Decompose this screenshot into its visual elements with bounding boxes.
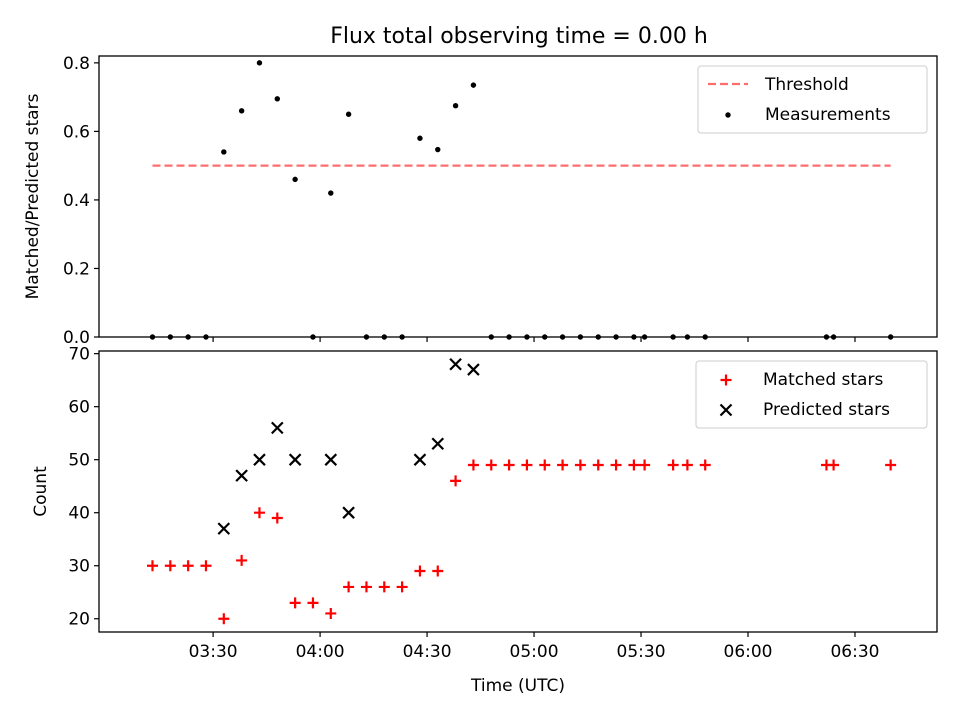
matched-star-point — [485, 459, 497, 471]
bottom-legend: Matched stars Predicted stars — [695, 360, 928, 429]
matched-star-point — [885, 459, 897, 471]
matched-star-point — [182, 560, 194, 572]
measurement-point — [435, 146, 441, 153]
predicted-star-point — [342, 506, 355, 519]
predicted-star-point — [467, 363, 480, 376]
bottom-subplot: 20 30 40 50 60 70 03:30 04:00 04:30 05:00 05:30 06:… — [31, 345, 938, 696]
top-legend: Threshold Measurements — [697, 65, 928, 134]
predicted-star-point — [449, 357, 462, 371]
matched-star-point — [164, 560, 176, 572]
matched-star-point — [503, 459, 515, 471]
y-tick-label: 30 — [68, 557, 90, 577]
predicted-star-point — [431, 437, 445, 451]
y-tick-label: 40 — [68, 504, 90, 524]
measurement-point — [470, 82, 477, 88]
predicted-star-point — [413, 453, 427, 466]
x-tick-label: 05:30 — [617, 642, 666, 662]
measurement-point — [256, 60, 263, 66]
y-tick-label: 0.2 — [63, 259, 90, 279]
y-tick-label: 0.0 — [63, 328, 90, 348]
matched-star-point — [307, 597, 319, 609]
matched-star-point — [699, 459, 711, 471]
y-tick-label: 60 — [68, 398, 90, 418]
measurement-point — [292, 176, 298, 183]
x-tick-label: 06:30 — [830, 642, 879, 662]
matched-star-point — [218, 613, 230, 625]
matched-star-point — [467, 459, 479, 471]
y-tick-label: 0.8 — [63, 54, 90, 74]
y-tick-label: 0.6 — [63, 122, 90, 142]
predicted-star-point — [253, 453, 266, 466]
legend-matched-swatch — [720, 374, 732, 386]
x-tick-label: 06:00 — [724, 642, 773, 662]
predicted-star-point — [288, 453, 302, 466]
matched-star-point — [325, 607, 337, 619]
predicted-star-point — [271, 421, 284, 435]
top-axes-frame — [98, 55, 938, 338]
predicted-star-point — [235, 469, 248, 482]
matched-star-point — [539, 459, 551, 471]
y-tick-label: 0.4 — [63, 191, 90, 211]
matched-star-point — [557, 459, 569, 471]
legend-threshold-label: Threshold — [764, 75, 849, 95]
legend-box — [697, 65, 928, 134]
measurement-point — [274, 96, 280, 102]
chart-title: Flux total observing time = 0.00 h — [330, 24, 708, 49]
legend-matched-label: Matched stars — [763, 370, 883, 390]
legend-measurements-label: Measurements — [765, 105, 891, 125]
matched-star-point — [200, 560, 212, 572]
measurement-point — [345, 111, 352, 117]
x-tick-label: 05:00 — [510, 642, 559, 662]
bottom-y-axis-label: Count — [31, 466, 51, 517]
x-tick-label: 03:30 — [189, 642, 238, 662]
matched-star-point — [343, 581, 355, 593]
matched-star-point — [146, 560, 158, 572]
top-subplot: 0.0 0.2 0.4 0.6 0.8 Matched/Predicted stars Th… — [23, 54, 938, 348]
legend-box — [695, 360, 928, 429]
matched-star-point — [360, 581, 372, 593]
matched-star-point — [574, 459, 586, 471]
matched-star-point — [289, 597, 301, 609]
x-tick-label: 04:30 — [403, 642, 452, 662]
measurement-point — [417, 135, 423, 141]
y-tick-label: 20 — [68, 610, 90, 630]
top-y-axis-label: Matched/Predicted stars — [23, 93, 43, 299]
matched-star-point — [610, 459, 622, 471]
measurement-point — [238, 108, 245, 114]
legend-measurements-swatch — [725, 112, 731, 118]
y-tick-label: 50 — [68, 451, 90, 471]
x-tick-label: 04:00 — [296, 642, 345, 662]
measurement-point — [452, 102, 459, 109]
legend-predicted-swatch — [719, 403, 733, 417]
matched-star-point — [253, 507, 265, 519]
measurement-point — [328, 190, 334, 196]
matched-star-point — [271, 512, 283, 524]
matched-star-point — [432, 565, 444, 577]
y-tick-label: 70 — [68, 345, 90, 365]
bottom-axes-frame — [98, 350, 938, 633]
matched-star-point — [828, 459, 840, 471]
matched-star-point — [639, 459, 651, 471]
matched-star-point — [236, 554, 248, 566]
predicted-star-point — [324, 453, 338, 466]
matched-star-point — [378, 581, 390, 593]
matched-star-point — [667, 459, 679, 471]
measurement-point — [221, 149, 227, 155]
matched-star-point — [681, 459, 693, 471]
matched-star-point — [396, 581, 408, 593]
predicted-star-point — [217, 522, 231, 535]
matched-star-point — [628, 459, 640, 471]
x-axis-label: Time (UTC) — [470, 676, 565, 696]
matched-star-point — [521, 459, 533, 471]
legend-predicted-label: Predicted stars — [763, 400, 890, 420]
matched-star-point — [450, 475, 462, 487]
matched-star-point — [592, 459, 604, 471]
matched-star-point — [414, 565, 426, 577]
